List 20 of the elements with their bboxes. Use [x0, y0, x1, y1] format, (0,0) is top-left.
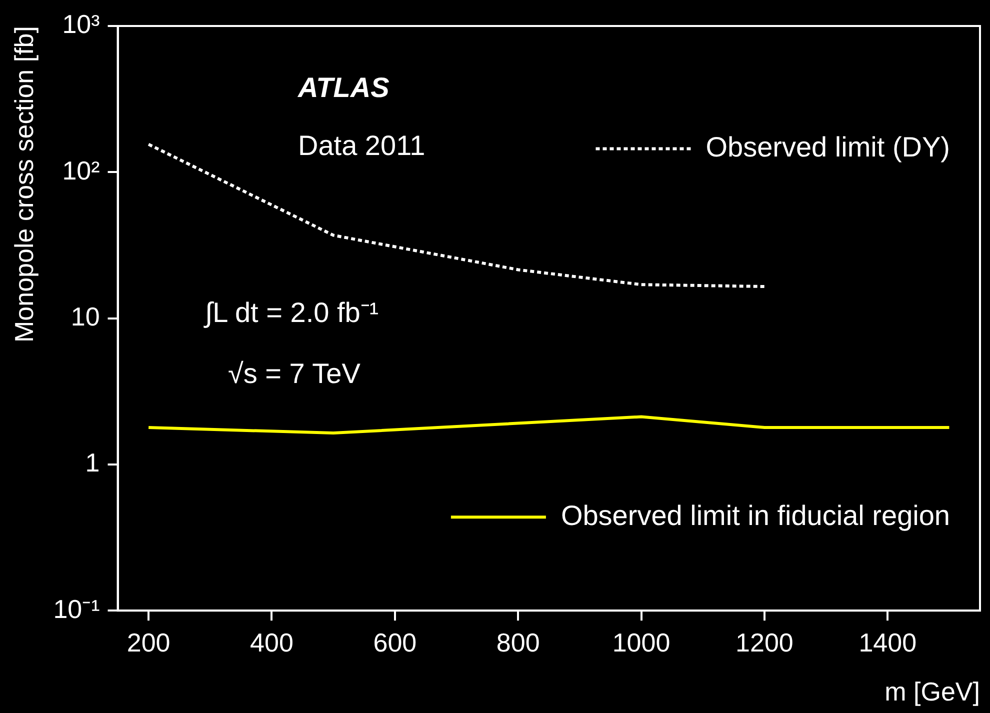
x-tick-label: 200 — [126, 627, 170, 658]
x-tick-label: 800 — [496, 627, 540, 658]
x-tick-label: 1200 — [736, 627, 794, 658]
annotation: ATLAS — [298, 72, 390, 104]
y-tick-label: 10³ — [62, 9, 100, 40]
annotation: Data 2011 — [298, 130, 426, 162]
y-axis-title: Monopole cross section [fb] — [8, 26, 39, 342]
x-axis-title: m [GeV] — [884, 676, 980, 707]
legend-label: Observed limit in fiducial region — [560, 500, 950, 531]
y-tick-label: 1 — [85, 448, 100, 478]
x-tick-label: 400 — [250, 627, 294, 658]
x-tick-label: 1400 — [858, 627, 917, 658]
annotation: ∫L dt = 2.0 fb⁻¹ — [205, 296, 379, 330]
x-tick-label: 600 — [373, 627, 417, 658]
legend-label: Observed limit (DY) — [706, 131, 950, 162]
annotation: √s = 7 TeV — [228, 358, 360, 390]
y-tick-label: 10² — [62, 155, 100, 186]
y-tick-label: 10⁻¹ — [53, 594, 100, 624]
x-tick-label: 1000 — [612, 627, 670, 658]
y-tick-label: 10 — [70, 301, 100, 332]
